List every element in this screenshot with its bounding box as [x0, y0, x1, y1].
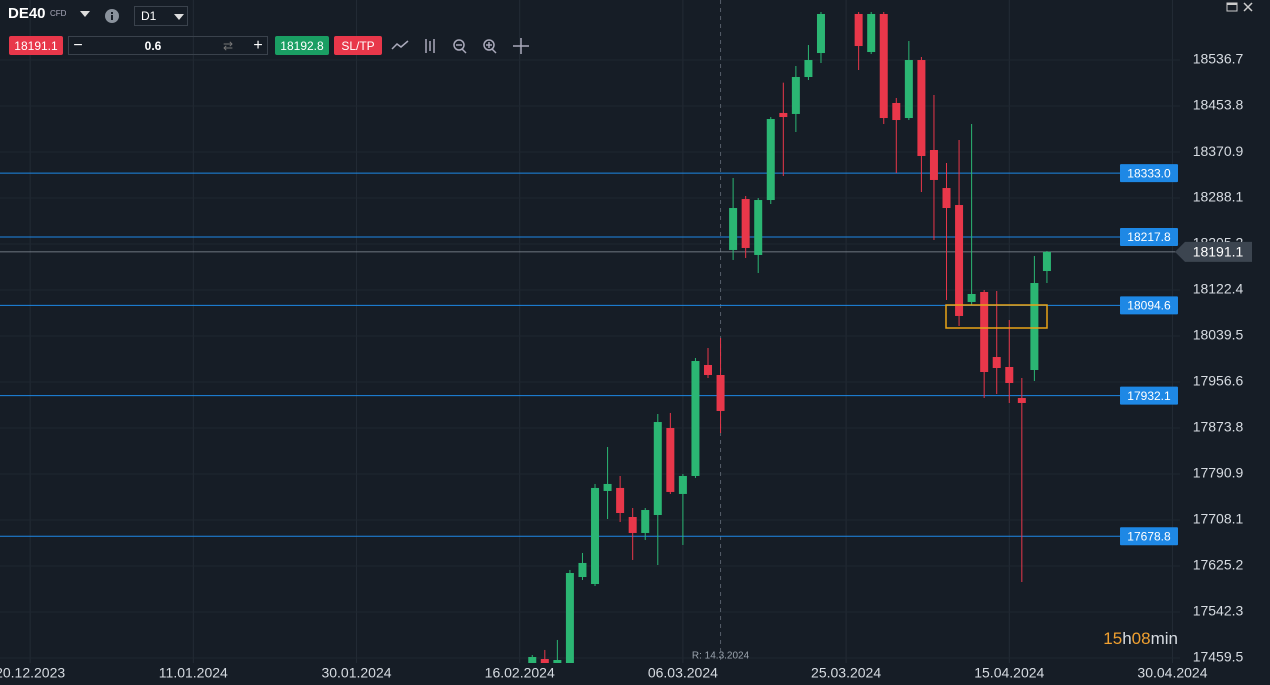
timeframe: D1: [141, 9, 157, 23]
candle-body: [628, 516, 637, 533]
swap-icon[interactable]: ⇄: [222, 38, 234, 53]
candle-body: [917, 60, 926, 156]
quantity-box: [68, 36, 268, 55]
highlight-box: [945, 304, 1048, 329]
candle-body: [766, 119, 775, 201]
candle-body: [678, 475, 687, 494]
symbol[interactable]: DE40: [8, 5, 46, 22]
level-tag: [1120, 228, 1178, 247]
y-tick-label: 17873.8: [1193, 419, 1244, 435]
level-label: 17932.1: [1127, 389, 1171, 403]
candle-body: [578, 562, 587, 578]
decrease-button[interactable]: −: [73, 36, 83, 54]
candle-body: [892, 102, 901, 121]
level-label: 18217.8: [1127, 230, 1171, 244]
candle-body: [867, 13, 876, 53]
buy-button[interactable]: 18192.8: [275, 36, 329, 55]
timer: 15h08min: [1103, 629, 1178, 648]
candle-body: [729, 208, 738, 250]
x-tick-label: 11.01.2024: [159, 665, 228, 681]
sltp-button[interactable]: SL/TP: [334, 36, 382, 55]
quantity-input[interactable]: 0.6: [144, 38, 162, 53]
y-tick-label: 18536.7: [1193, 51, 1244, 67]
candle-body: [1005, 367, 1014, 383]
price-label: 18191.1: [1193, 244, 1244, 260]
candle-body: [879, 13, 888, 119]
timer-minutes: 08: [1132, 629, 1151, 648]
y-tick-label: 17956.6: [1193, 373, 1244, 389]
y-tick-label: 18370.9: [1193, 143, 1244, 159]
y-tick-label: 17625.2: [1193, 557, 1244, 573]
candle-body: [854, 13, 863, 47]
candle-body: [641, 510, 650, 533]
timer-hours: 15: [1103, 629, 1122, 648]
price-tag: [1175, 241, 1252, 262]
x-tick-label: 25.03.2024: [811, 665, 881, 681]
level-tag: [1120, 386, 1178, 405]
timeframe-select[interactable]: D1: [134, 6, 188, 26]
timer-hours-unit: h: [1122, 629, 1131, 648]
candle-body: [591, 487, 600, 585]
level-tag: [1120, 296, 1178, 315]
candle-body: [1017, 397, 1026, 403]
timer-minutes-unit: min: [1151, 629, 1178, 648]
timeframe-dropdown: [174, 14, 184, 20]
candle-body: [553, 660, 562, 663]
x-tick-label: 16.02.2024: [485, 665, 555, 681]
x-tick-label: 30.01.2024: [321, 665, 391, 681]
candle-body: [779, 112, 788, 118]
candle-body: [992, 357, 1001, 369]
level-tag: [1120, 164, 1178, 183]
chart-tools[interactable]: [390, 36, 540, 56]
candle-body: [904, 60, 913, 119]
instrument-type: CFD: [50, 9, 67, 18]
candle-body: [980, 292, 989, 372]
y-tick-label: 18039.5: [1193, 327, 1244, 343]
x-tick-label: 06.03.2024: [648, 665, 718, 681]
increase-button[interactable]: +: [253, 36, 263, 54]
y-tick-label: 17542.3: [1193, 603, 1244, 619]
y-tick-label: 18288.1: [1193, 189, 1244, 205]
level-tag: [1120, 527, 1178, 546]
y-tick-label: 17708.1: [1193, 511, 1244, 527]
candle-body: [1030, 283, 1039, 370]
candle-body: [616, 487, 625, 514]
y-tick-label: 18453.8: [1193, 97, 1244, 113]
y-tick-label: 17459.5: [1193, 649, 1244, 665]
candle-body: [691, 361, 700, 476]
candle-body: [528, 657, 537, 663]
level-label: 18094.6: [1127, 299, 1171, 313]
candle-body: [955, 205, 964, 316]
cursor-label: R: 14.3.2024: [692, 651, 750, 662]
candle-body: [942, 188, 951, 209]
candle-body: [741, 199, 750, 248]
level-label: 17678.8: [1127, 529, 1171, 543]
candle-body: [804, 60, 813, 77]
candle-body: [653, 422, 662, 516]
candle-body: [540, 659, 549, 663]
candle-body: [967, 294, 976, 302]
symbol-dropdown[interactable]: [78, 9, 92, 19]
window-controls[interactable]: [1224, 0, 1264, 16]
candle-body: [666, 428, 675, 492]
x-tick-label: 20.12.2023: [0, 665, 65, 681]
y-tick-label: 17790.9: [1193, 465, 1244, 481]
y-tick-label: 18122.4: [1193, 281, 1244, 297]
candle-body: [816, 13, 825, 54]
candle-body: [754, 200, 763, 255]
candle-body: [716, 374, 725, 411]
info-icon[interactable]: [104, 8, 120, 24]
level-label: 18333.0: [1127, 166, 1171, 180]
candle-body: [704, 365, 712, 375]
candle-body: [603, 483, 612, 491]
candle-body: [565, 573, 574, 663]
x-tick-label: 30.04.2024: [1137, 665, 1207, 681]
candle-body: [1042, 251, 1051, 272]
candle-body: [791, 76, 800, 114]
sell-button[interactable]: 18191.1: [9, 36, 63, 55]
candle-body: [929, 149, 938, 180]
x-tick-label: 15.04.2024: [974, 665, 1044, 681]
